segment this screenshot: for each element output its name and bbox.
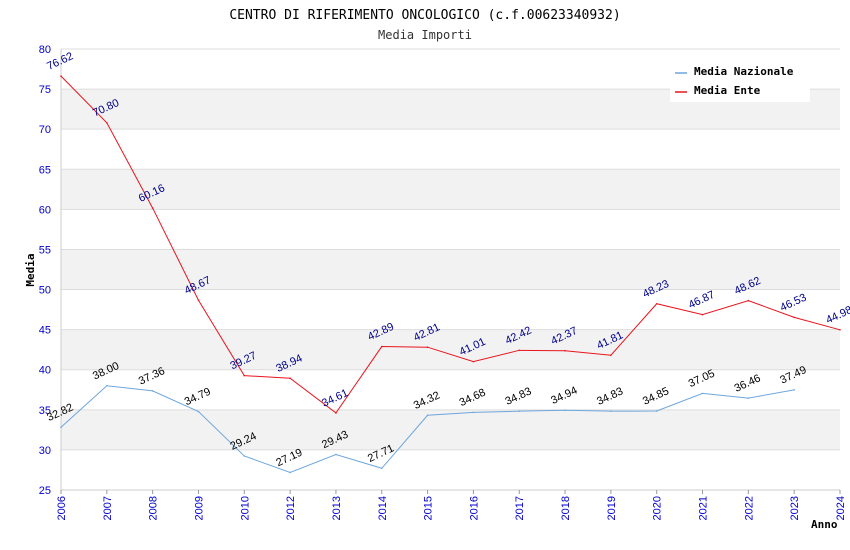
data-point	[610, 354, 612, 357]
y-tick-label: 40	[39, 365, 51, 377]
y-tick-label: 50	[39, 285, 51, 297]
data-point	[197, 410, 200, 413]
x-tick-label: 2014	[377, 496, 389, 520]
series-line-media-ente	[60, 75, 841, 414]
data-point	[655, 302, 658, 305]
y-tick-label: 75	[39, 84, 51, 96]
grid-band	[61, 249, 840, 290]
axes	[60, 49, 841, 494]
data-point	[472, 360, 475, 363]
grid-band	[61, 169, 840, 210]
data-point	[426, 414, 429, 417]
x-tick-label: 2007	[102, 496, 114, 520]
x-tick-label: 2022	[743, 496, 755, 520]
data-label: 34.61	[320, 387, 350, 410]
x-tick-label: 2016	[468, 496, 480, 520]
x-tick-label: 2024	[835, 496, 847, 520]
legend-box	[670, 60, 810, 102]
x-axis-label: Anno	[811, 518, 838, 531]
x-tick-label: 2012	[285, 496, 297, 520]
data-point	[60, 426, 62, 429]
x-tick-label: 2020	[652, 496, 664, 520]
x-tick-label: 2015	[423, 496, 435, 520]
data-point	[151, 207, 154, 209]
gridlines	[61, 48, 840, 491]
y-tick-label: 60	[39, 204, 51, 216]
chart-title: CENTRO DI RIFERIMENTO ONCOLOGICO (c.f.00…	[229, 8, 620, 23]
x-tick-label: 2013	[331, 496, 343, 520]
data-point	[701, 313, 704, 316]
background-bands	[61, 89, 840, 450]
y-tick-labels: 25 30 35 40 45 50 55 60 65 70 75 80	[39, 44, 51, 497]
data-point	[518, 410, 521, 412]
data-point	[60, 75, 62, 77]
data-point	[747, 299, 750, 302]
series-lines	[60, 75, 841, 474]
y-tick-label: 30	[39, 445, 51, 457]
data-point	[793, 316, 795, 319]
data-point	[610, 410, 612, 412]
y-tick-label: 25	[39, 485, 51, 497]
data-point	[793, 389, 795, 391]
x-tick-label: 2010	[239, 496, 251, 520]
y-axis-label: Media	[24, 253, 37, 286]
y-tick-label: 80	[39, 44, 51, 56]
data-label: 34.94	[549, 385, 579, 408]
data-label: 36.46	[733, 372, 763, 395]
data-point	[380, 345, 383, 348]
data-point	[655, 410, 658, 412]
data-label: 46.53	[778, 292, 808, 315]
data-label: 34.32	[412, 389, 442, 412]
data-point	[472, 411, 475, 414]
data-point	[747, 397, 750, 399]
grid-band	[61, 329, 840, 370]
chart-subtitle: Media Importi	[378, 28, 472, 42]
x-tick-label: 2006	[56, 496, 68, 520]
x-tick-label: 2018	[560, 496, 572, 520]
grid-band	[61, 409, 840, 450]
data-point	[564, 349, 566, 352]
data-point	[564, 409, 566, 412]
data-point	[518, 349, 521, 352]
data-point	[243, 374, 246, 377]
x-tick-label: 2021	[698, 496, 710, 520]
y-tick-label: 35	[39, 405, 51, 417]
data-label: 34.83	[595, 385, 625, 408]
data-point	[839, 328, 841, 331]
legend-label-media-ente: Media Ente	[694, 84, 761, 97]
data-point	[380, 467, 383, 470]
y-tick-label: 45	[39, 325, 51, 337]
x-tick-label: 2008	[148, 496, 160, 520]
legend: Media Nazionale Media Ente	[670, 60, 810, 102]
data-label: 37.05	[687, 368, 717, 391]
data-point	[335, 412, 337, 414]
data-label: 34.85	[641, 385, 671, 408]
data-point	[106, 121, 108, 124]
x-tick-label: 2019	[606, 496, 618, 520]
data-point	[701, 392, 704, 395]
data-point	[289, 471, 291, 474]
data-point	[106, 384, 108, 387]
x-tick-label: 2009	[193, 496, 205, 520]
data-point	[289, 377, 291, 380]
y-tick-label: 70	[39, 124, 51, 136]
data-point	[243, 455, 246, 457]
data-point	[335, 453, 337, 456]
legend-label-media-nazionale: Media Nazionale	[694, 65, 794, 78]
x-tick-labels: 2006 2007 2008 2009 2010 2012 2013 2014 2015 2016…	[56, 496, 847, 520]
y-tick-label: 65	[39, 164, 51, 176]
data-label: 46.87	[687, 289, 717, 312]
data-point	[197, 299, 200, 302]
data-label: 34.68	[458, 387, 488, 410]
x-tick-label: 2023	[789, 496, 801, 520]
data-label: 34.83	[503, 385, 533, 408]
y-tick-label: 55	[39, 244, 51, 256]
data-point	[151, 390, 154, 392]
x-tick-label: 2017	[514, 496, 526, 520]
data-label: 44.98	[824, 304, 850, 327]
data-label: 34.79	[183, 386, 213, 409]
data-point	[426, 346, 429, 348]
